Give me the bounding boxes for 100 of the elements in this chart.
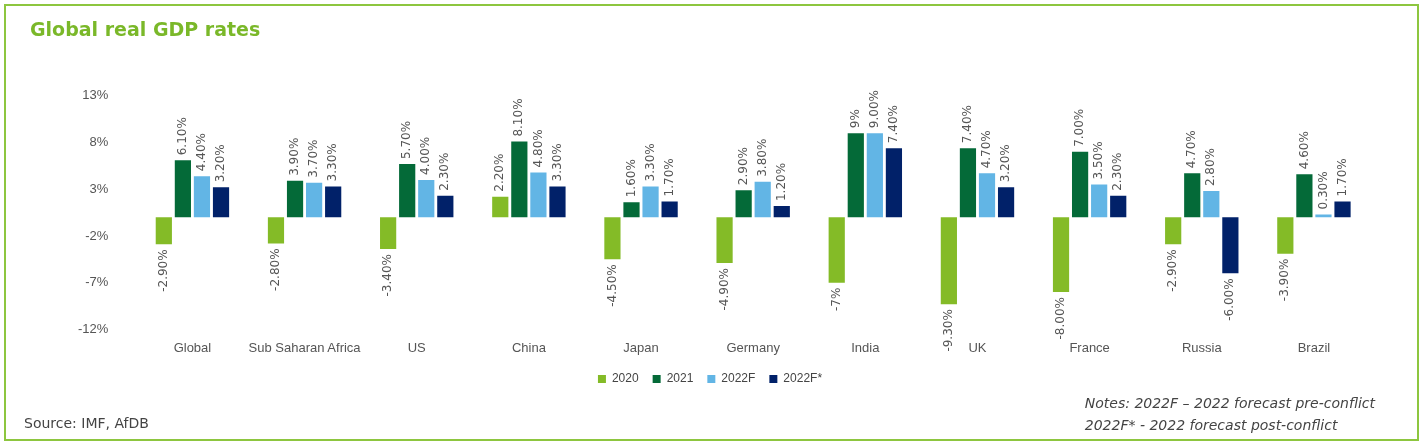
bar	[511, 141, 528, 218]
data-label: 4.40%	[194, 133, 209, 172]
bar	[773, 206, 790, 218]
bar	[885, 148, 903, 218]
data-label: 2.20%	[492, 153, 507, 192]
bar	[549, 186, 566, 218]
x-tick-label: US	[407, 339, 427, 355]
bar	[623, 202, 640, 218]
data-label: 3.50%	[1091, 141, 1106, 180]
y-tick-label: -2%	[85, 227, 109, 243]
bar	[174, 160, 191, 218]
bar	[940, 217, 957, 305]
data-label: -2.90%	[155, 249, 170, 292]
data-label: 3.80%	[754, 138, 769, 177]
x-tick-label: France	[1069, 339, 1110, 355]
y-tick-label: -7%	[85, 274, 109, 290]
x-tick-label: Russia	[1181, 339, 1223, 355]
data-label: -3.40%	[380, 254, 395, 297]
data-label: 6.10%	[175, 117, 190, 156]
bar	[1296, 174, 1313, 218]
data-label: 4.70%	[1184, 130, 1199, 169]
bar	[828, 217, 845, 283]
data-label: 4.60%	[1296, 131, 1311, 170]
data-label: 4.00%	[418, 136, 433, 175]
bar	[642, 186, 659, 218]
x-tick-label: Global	[173, 339, 212, 355]
data-label: -2.90%	[1165, 249, 1180, 292]
bar	[866, 133, 883, 218]
bar	[1110, 195, 1127, 218]
data-label: 2.80%	[1203, 147, 1218, 187]
data-label: 3.30%	[325, 143, 340, 182]
bar	[735, 190, 752, 218]
data-label: 3.20%	[998, 144, 1013, 183]
bar	[1203, 191, 1220, 218]
source-note: Source: IMF, AfDB	[24, 415, 149, 431]
y-tick-label: -12%	[77, 320, 109, 336]
data-label: 4.70%	[979, 130, 994, 169]
bar	[661, 201, 678, 218]
data-label: 0.30%	[1315, 171, 1330, 210]
data-label: 7.00%	[1072, 108, 1087, 147]
legend-label: 2021	[666, 371, 694, 386]
data-label: 1.70%	[661, 158, 676, 197]
data-label: 3.30%	[549, 143, 564, 182]
chart-title: Global real GDP rates	[30, 18, 261, 40]
bar	[1222, 217, 1239, 274]
data-label: -4.90%	[716, 268, 731, 311]
bar	[399, 164, 416, 218]
bar	[959, 148, 977, 218]
bar	[1277, 217, 1294, 254]
data-label: 2.30%	[437, 152, 452, 191]
legend-label: 2022F	[721, 371, 756, 386]
bar	[418, 179, 435, 218]
data-label: 1.20%	[773, 162, 788, 202]
x-tick-label: Japan	[623, 339, 659, 355]
y-tick-label: 8%	[89, 134, 109, 150]
bar	[604, 217, 621, 260]
data-label: 1.70%	[1334, 158, 1349, 197]
data-label: 4.80%	[530, 129, 545, 168]
data-label: 9%	[847, 109, 862, 129]
data-label: 3.30%	[642, 143, 657, 182]
bar	[1165, 217, 1182, 245]
bar	[1184, 173, 1201, 218]
data-label: -8.00%	[1053, 297, 1068, 340]
bar	[212, 187, 230, 218]
legend-label: 2020	[611, 371, 639, 386]
bar	[978, 173, 996, 218]
text: Notes: 2022F – 2022 forecast pre-conflict	[1084, 394, 1375, 413]
data-label: -2.80%	[268, 248, 283, 291]
bar	[306, 182, 323, 218]
x-tick-label: Germany	[726, 339, 781, 355]
bar	[437, 195, 454, 218]
bar	[1091, 184, 1108, 218]
data-label: -6.00%	[1222, 278, 1237, 321]
bar	[1315, 214, 1332, 218]
x-tick-label: Brazil	[1297, 339, 1331, 355]
bar	[492, 196, 509, 218]
data-label: 8.10%	[511, 98, 526, 137]
x-tick-label: UK	[968, 339, 987, 355]
bar	[716, 217, 733, 264]
data-label: -3.90%	[1277, 258, 1292, 302]
y-tick-label: 13%	[82, 87, 109, 103]
bar	[380, 217, 397, 250]
data-label: 2.90%	[735, 147, 750, 186]
legend-label: 2022F*	[783, 371, 823, 386]
data-label: 5.70%	[399, 120, 414, 160]
bar	[267, 217, 285, 244]
bar	[286, 180, 304, 218]
bar	[530, 172, 547, 218]
data-label: 2.30%	[1110, 152, 1125, 191]
data-label: 7.40%	[960, 105, 975, 144]
bar	[325, 186, 342, 218]
x-tick-label: Sub Saharan Africa	[248, 339, 362, 355]
data-label: -9.30%	[941, 309, 955, 352]
text: 2022F* - 2022 forecast post-conflict	[1084, 416, 1339, 435]
data-label: -7%	[828, 287, 843, 312]
bar	[1334, 201, 1351, 218]
data-label: 1.60%	[623, 159, 638, 198]
data-label: -4.50%	[604, 264, 619, 307]
bar	[1052, 217, 1070, 293]
x-tick-label: China	[511, 339, 547, 355]
